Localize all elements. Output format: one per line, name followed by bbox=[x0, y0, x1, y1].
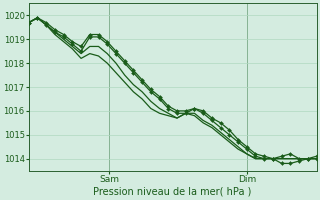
X-axis label: Pression niveau de la mer( hPa ): Pression niveau de la mer( hPa ) bbox=[93, 187, 252, 197]
